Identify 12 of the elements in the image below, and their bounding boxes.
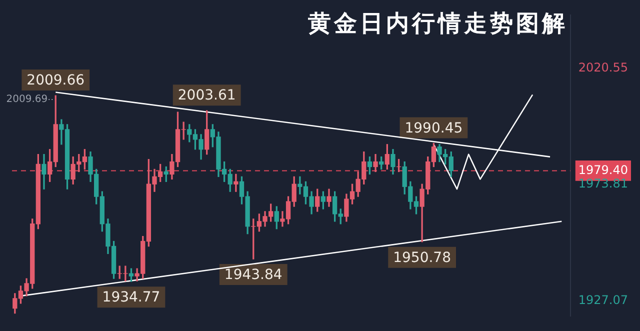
y-tick-label: 2020.55 — [578, 60, 628, 75]
y-tick-label: 1973.81 — [578, 176, 628, 191]
annotation: 1990.45 — [404, 120, 463, 136]
annotation: 2009.66 — [26, 72, 85, 89]
y-tick-label: 1979.40 — [578, 162, 628, 177]
chart-title: 黄金日内行情走势图解 — [308, 9, 568, 39]
annotation: 1950.78 — [393, 250, 452, 266]
annotation: 2003.61 — [178, 88, 236, 104]
annotation: 1943.84 — [224, 267, 282, 284]
y-tick-label: 1927.07 — [578, 292, 628, 307]
annotation: 1934.77 — [102, 290, 160, 306]
annotation: 2009.69 — [6, 94, 48, 106]
